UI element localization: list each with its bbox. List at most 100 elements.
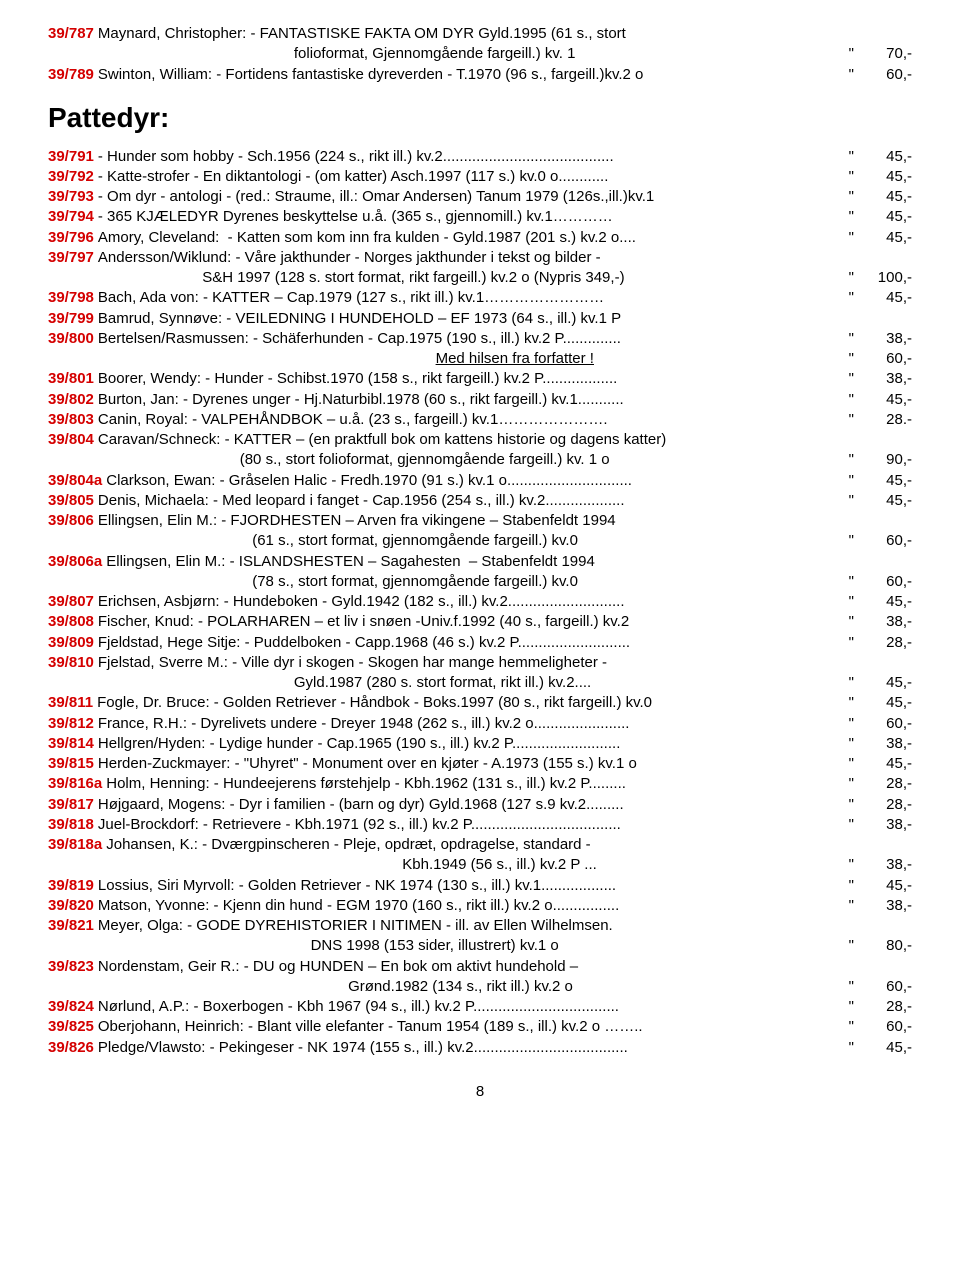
item-price: 28.- — [860, 410, 912, 430]
catalog-row: 39/787Maynard, Christopher: - FANTASTISK… — [48, 24, 912, 44]
catalog-row: 39/802Burton, Jan: - Dyrenes unger - Hj.… — [48, 390, 912, 410]
item-ref: 39/808 — [48, 612, 98, 632]
item-desc: Denis, Michaela: - Med leopard i fanget … — [98, 491, 841, 511]
item-price: 45,- — [860, 693, 912, 713]
item-mark: " — [841, 855, 860, 875]
item-mark: " — [841, 754, 860, 774]
item-ref: 39/807 — [48, 592, 98, 612]
item-price: 45,- — [860, 390, 912, 410]
item-price: 28,- — [860, 774, 912, 794]
catalog-row: 39/798Bach, Ada von: - KATTER – Cap.1979… — [48, 288, 912, 308]
item-mark: " — [841, 612, 860, 632]
item-mark: " — [841, 977, 860, 997]
item-mark: " — [841, 187, 860, 207]
item-ref: 39/824 — [48, 997, 98, 1017]
item-ref: 39/803 — [48, 410, 98, 430]
catalog-row: 39/801Boorer, Wendy: - Hunder - Schibst.… — [48, 369, 912, 389]
item-price: 38,- — [860, 612, 912, 632]
item-desc: Matson, Yvonne: - Kjenn din hund - EGM 1… — [98, 896, 841, 916]
catalog-row: (80 s., stort folioformat, gjennomgående… — [48, 450, 912, 470]
item-mark: " — [841, 815, 860, 835]
item-mark: " — [841, 1017, 860, 1037]
item-price: 45,- — [860, 491, 912, 511]
item-desc: Juel-Brockdorf: - Retrievere - Kbh.1971 … — [98, 815, 841, 835]
item-ref: 39/804a — [48, 471, 106, 491]
item-desc: Fischer, Knud: - POLARHAREN – et liv i s… — [98, 612, 841, 632]
item-price: 45,- — [860, 592, 912, 612]
item-mark: " — [841, 450, 860, 470]
item-ref: 39/809 — [48, 633, 98, 653]
item-desc: Pledge/Vlawsto: - Pekingeser - NK 1974 (… — [98, 1038, 841, 1058]
catalog-row: 39/804Caravan/Schneck: - KATTER – (en pr… — [48, 430, 912, 450]
item-price: 60,- — [860, 977, 912, 997]
item-mark: " — [841, 1038, 860, 1058]
item-mark: " — [841, 390, 860, 410]
item-price: 38,- — [860, 896, 912, 916]
catalog-row: Grønd.1982 (134 s., rikt ill.) kv.2 o"60… — [48, 977, 912, 997]
item-mark: " — [841, 936, 860, 956]
catalog-row: (61 s., stort format, gjennomgående farg… — [48, 531, 912, 551]
item-desc: Lossius, Siri Myrvoll: - Golden Retrieve… — [98, 876, 841, 896]
catalog-row: 39/809Fjeldstad, Hege Sitje: - Puddelbok… — [48, 633, 912, 653]
item-price: 100,- — [860, 268, 912, 288]
item-desc: - 365 KJÆLEDYR Dyrenes beskyttelse u.å. … — [98, 207, 841, 227]
item-desc: Ellingsen, Elin M.: - FJORDHESTEN – Arve… — [98, 511, 846, 531]
item-mark: " — [841, 65, 860, 85]
item-price: 90,- — [860, 450, 912, 470]
item-ref: 39/801 — [48, 369, 98, 389]
item-desc: Hellgren/Hyden: - Lydige hunder - Cap.19… — [98, 734, 841, 754]
catalog-row: 39/804aClarkson, Ewan: - Gråselen Halic … — [48, 471, 912, 491]
catalog-row: 39/811Fogle, Dr. Bruce: - Golden Retriev… — [48, 693, 912, 713]
item-desc: S&H 1997 (128 s. stort format, rikt farg… — [48, 268, 841, 288]
item-desc: Bertelsen/Rasmussen: - Schäferhunden - C… — [98, 329, 841, 349]
item-desc: Meyer, Olga: - GODE DYREHISTORIER I NITI… — [98, 916, 846, 936]
catalog-row: 39/812France, R.H.: - Dyrelivets undere … — [48, 714, 912, 734]
item-desc: Ellingsen, Elin M.: - ISLANDSHESTEN – Sa… — [106, 552, 846, 572]
catalog-row: 39/824Nørlund, A.P.: - Boxerbogen - Kbh … — [48, 997, 912, 1017]
item-desc: Nørlund, A.P.: - Boxerbogen - Kbh 1967 (… — [98, 997, 841, 1017]
catalog-row: 39/803Canin, Royal: - VALPEHÅNDBOK – u.å… — [48, 410, 912, 430]
item-ref: 39/787 — [48, 24, 98, 44]
item-ref: 39/811 — [48, 693, 97, 713]
item-mark: " — [841, 167, 860, 187]
item-price: 38,- — [860, 855, 912, 875]
catalog-row: Kbh.1949 (56 s., ill.) kv.2 P ..."38,- — [48, 855, 912, 875]
item-desc: Fjelstad, Sverre M.: - Ville dyr i skoge… — [98, 653, 846, 673]
item-ref: 39/819 — [48, 876, 98, 896]
catalog-row: 39/806Ellingsen, Elin M.: - FJORDHESTEN … — [48, 511, 912, 531]
item-ref: 39/825 — [48, 1017, 98, 1037]
item-mark: " — [841, 896, 860, 916]
item-mark: " — [841, 228, 860, 248]
item-ref: 39/826 — [48, 1038, 98, 1058]
item-price: 80,- — [860, 936, 912, 956]
item-ref: 39/791 — [48, 147, 98, 167]
item-desc: Caravan/Schneck: - KATTER – (en praktful… — [98, 430, 846, 450]
item-desc: Grønd.1982 (134 s., rikt ill.) kv.2 o — [48, 977, 841, 997]
item-ref: 39/814 — [48, 734, 98, 754]
item-desc: Oberjohann, Heinrich: - Blant ville elef… — [98, 1017, 841, 1037]
item-price: 45,- — [860, 187, 912, 207]
item-mark: " — [841, 471, 860, 491]
item-ref: 39/806 — [48, 511, 98, 531]
item-desc: Erichsen, Asbjørn: - Hundeboken - Gyld.1… — [98, 592, 841, 612]
catalog-row: 39/815Herden-Zuckmayer: - "Uhyret" - Mon… — [48, 754, 912, 774]
item-price: 60,- — [860, 531, 912, 551]
item-desc: Fogle, Dr. Bruce: - Golden Retriever - H… — [97, 693, 841, 713]
item-mark: " — [841, 633, 860, 653]
catalog-row: 39/814Hellgren/Hyden: - Lydige hunder - … — [48, 734, 912, 754]
item-price: 45,- — [860, 673, 912, 693]
catalog-row: 39/793- Om dyr - antologi - (red.: Strau… — [48, 187, 912, 207]
item-desc: DNS 1998 (153 sider, illustrert) kv.1 o — [48, 936, 841, 956]
item-desc: Fjeldstad, Hege Sitje: - Puddelboken - C… — [98, 633, 841, 653]
item-price: 45,- — [860, 876, 912, 896]
item-desc: Andersson/Wiklund: - Våre jakthunder - N… — [98, 248, 846, 268]
item-ref: 39/793 — [48, 187, 98, 207]
catalog-row: DNS 1998 (153 sider, illustrert) kv.1 o"… — [48, 936, 912, 956]
item-price: 45,- — [860, 471, 912, 491]
item-desc: Gyld.1987 (280 s. stort format, rikt ill… — [48, 673, 841, 693]
item-desc: Johansen, K.: - Dværgpinscheren - Pleje,… — [106, 835, 846, 855]
item-mark: " — [841, 876, 860, 896]
catalog-row: S&H 1997 (128 s. stort format, rikt farg… — [48, 268, 912, 288]
item-mark: " — [841, 207, 860, 227]
item-price: 38,- — [860, 815, 912, 835]
